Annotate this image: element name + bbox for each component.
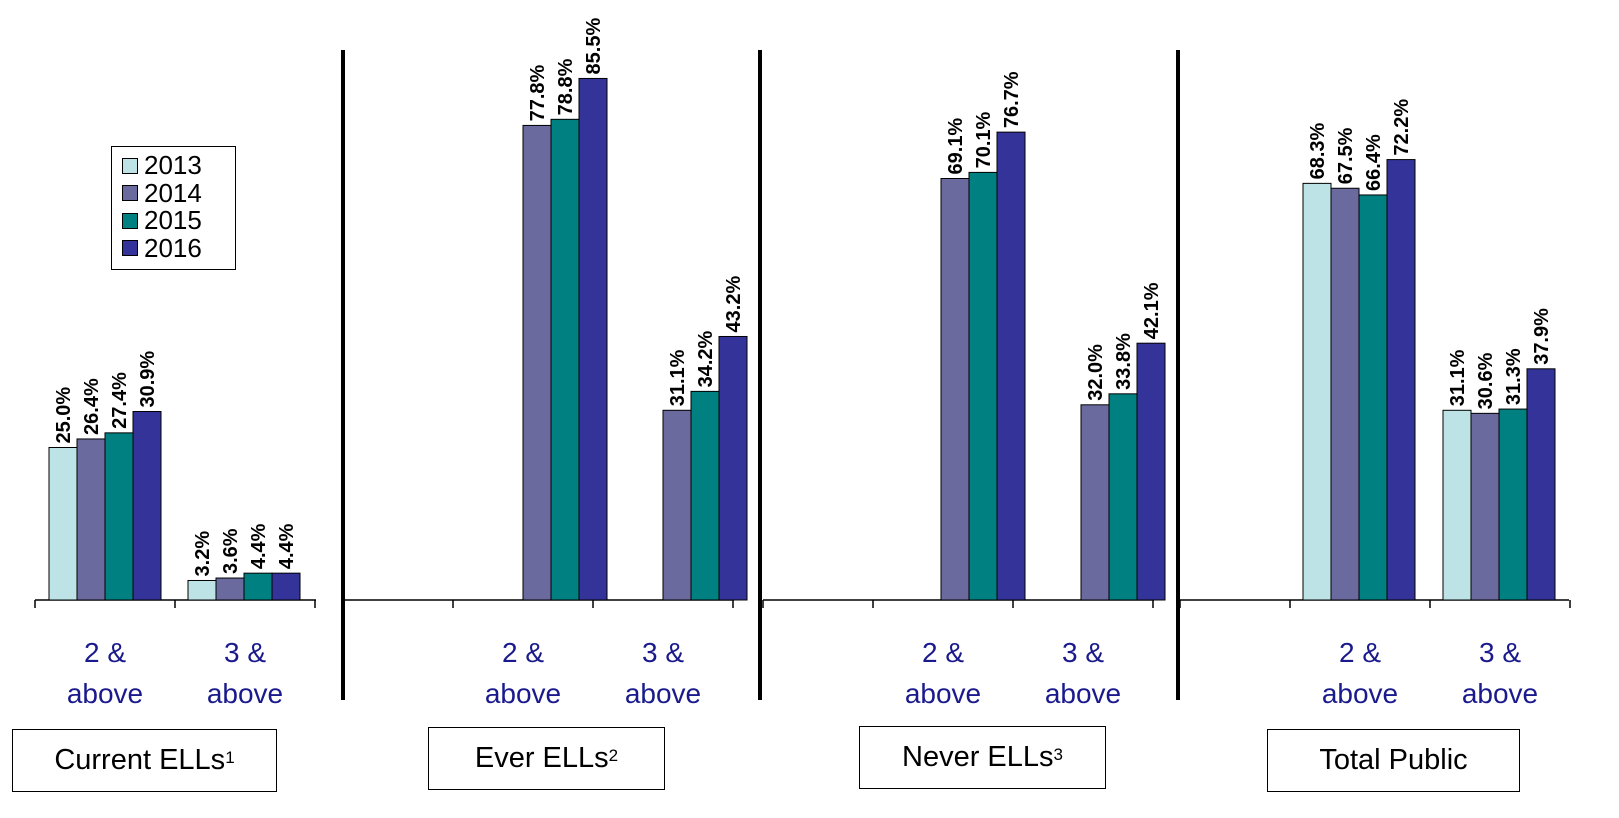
bar-2015	[104, 432, 134, 601]
data-label: 31.1%	[1447, 349, 1469, 406]
data-label: 26.4%	[81, 378, 103, 435]
category-label-line2: above	[1462, 678, 1538, 709]
data-label: 31.3%	[1503, 348, 1525, 405]
bar-2014	[215, 577, 245, 601]
category-label-line1: 2 &	[84, 637, 126, 668]
data-label: 77.8%	[527, 64, 549, 121]
legend-item-2016: 2016	[122, 232, 235, 263]
bar-2014	[1080, 404, 1110, 601]
data-label: 66.4%	[1363, 134, 1385, 191]
data-label: 72.2%	[1391, 99, 1413, 156]
data-label: 27.4%	[109, 372, 131, 429]
data-label: 70.1%	[973, 111, 995, 168]
legend-label-2014: 2014	[144, 177, 202, 208]
group-footnote: 3	[1053, 744, 1063, 764]
data-label: 32.0%	[1085, 344, 1107, 401]
data-label: 4.4%	[248, 523, 270, 569]
bar-2015	[968, 171, 998, 601]
data-label: 85.5%	[583, 18, 605, 75]
category-label-line1: 3 &	[1062, 637, 1104, 668]
category-label-line2: above	[67, 678, 143, 709]
data-label: 78.8%	[555, 58, 577, 115]
legend-swatch-2015	[122, 212, 138, 229]
category-label-line1: 3 &	[642, 637, 684, 668]
data-label: 33.8%	[1113, 333, 1135, 390]
data-label: 30.9%	[137, 351, 159, 408]
category-label-line1: 2 &	[1339, 637, 1381, 668]
bar-2013	[1302, 182, 1332, 601]
bar-2016	[1136, 342, 1166, 601]
category-label-line1: 2 &	[922, 637, 964, 668]
legend-swatch-2013	[122, 157, 138, 174]
legend-label-2015: 2015	[144, 205, 202, 236]
bar-2016	[718, 335, 748, 601]
bar-2014	[1330, 187, 1360, 601]
bar-2014	[940, 177, 970, 601]
category-label-line2: above	[1322, 678, 1398, 709]
category-label-line1: 3 &	[224, 637, 266, 668]
group-label-text: Ever ELLs	[474, 742, 609, 774]
group-label-current-ells: Current ELLs 1	[12, 729, 277, 792]
data-label: 67.5%	[1335, 127, 1357, 184]
legend-swatch-2014	[122, 185, 138, 202]
category-label-line2: above	[625, 678, 701, 709]
group-footnote: 1	[225, 747, 235, 767]
chart-legend: 2013 2014 2015 2016	[111, 146, 236, 270]
data-label: 31.1%	[667, 349, 689, 406]
bar-2014	[76, 438, 106, 601]
data-label: 69.1%	[945, 118, 967, 175]
data-label: 34.2%	[695, 330, 717, 387]
data-label: 43.2%	[723, 276, 745, 333]
bar-2014	[662, 409, 692, 601]
data-label: 68.3%	[1307, 122, 1329, 179]
bar-2016	[132, 411, 162, 601]
bar-2013	[1442, 409, 1472, 601]
bar-2013	[187, 579, 217, 601]
bar-2015	[690, 390, 720, 601]
data-label: 3.6%	[220, 528, 242, 574]
group-label-text: Current ELLs	[54, 744, 226, 776]
legend-swatch-2016	[122, 240, 138, 257]
bar-2014	[1470, 412, 1500, 601]
legend-label-2013: 2013	[144, 150, 202, 181]
group-label-never-ells: Never ELLs 3	[859, 726, 1106, 789]
category-label-line2: above	[905, 678, 981, 709]
category-label-line1: 2 &	[502, 637, 544, 668]
data-label: 37.9%	[1531, 308, 1553, 365]
data-label: 25.0%	[53, 387, 75, 444]
bar-2016	[1386, 159, 1416, 601]
data-label: 3.2%	[192, 531, 214, 577]
legend-item-2015: 2015	[122, 205, 235, 236]
bar-2015	[243, 572, 273, 601]
data-label: 4.4%	[276, 523, 298, 569]
bar-2016	[996, 131, 1026, 601]
group-label-text: Never ELLs	[902, 741, 1054, 773]
category-label-line2: above	[485, 678, 561, 709]
bar-2014	[522, 124, 552, 601]
bar-2015	[1358, 194, 1388, 601]
legend-item-2014: 2014	[122, 177, 235, 208]
group-label-ever-ells: Ever ELLs 2	[428, 727, 665, 790]
bar-2016	[578, 77, 608, 601]
legend-label-2016: 2016	[144, 232, 202, 263]
group-label-total-public: Total Public	[1267, 729, 1520, 792]
bar-2016	[271, 572, 301, 601]
group-label-text: Total Public	[1319, 744, 1468, 776]
data-label: 30.6%	[1475, 352, 1497, 409]
legend-item-2013: 2013	[122, 150, 235, 181]
bar-2015	[550, 118, 580, 601]
bar-2015	[1498, 408, 1528, 601]
category-label-line2: above	[1045, 678, 1121, 709]
bar-2013	[48, 447, 78, 601]
bar-2015	[1108, 393, 1138, 601]
bar-2016	[1526, 368, 1556, 601]
category-label-line2: above	[207, 678, 283, 709]
data-label: 76.7%	[1001, 71, 1023, 128]
category-label-line1: 3 &	[1479, 637, 1521, 668]
group-footnote: 2	[608, 745, 619, 765]
data-label: 42.1%	[1141, 282, 1163, 339]
